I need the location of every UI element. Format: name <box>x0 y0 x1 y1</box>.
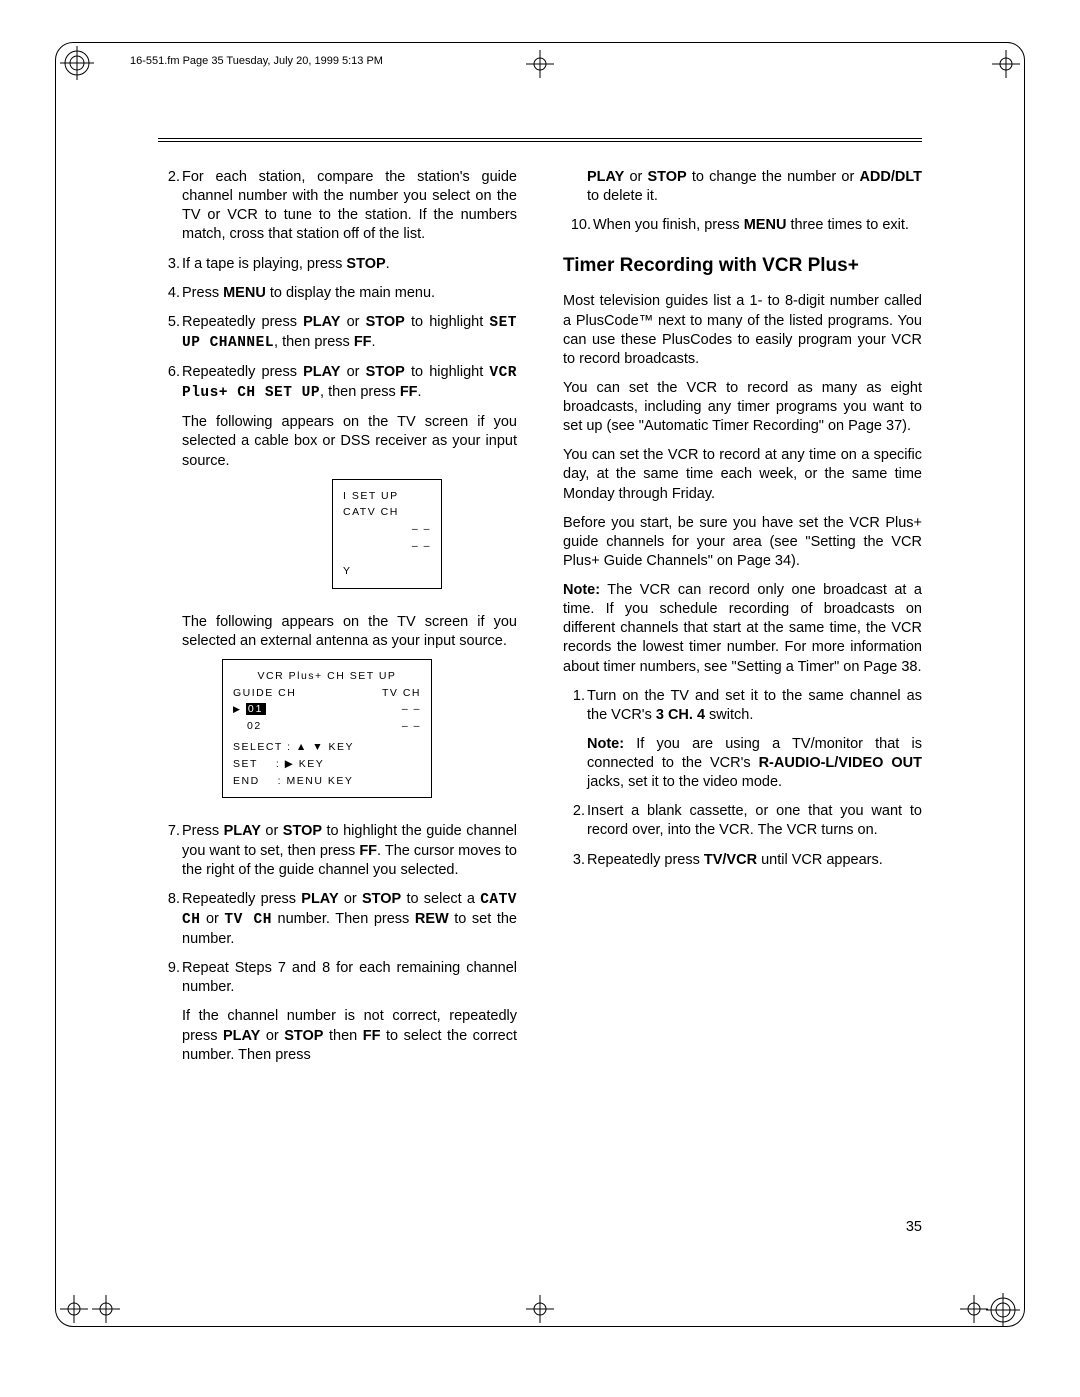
step-3: 3If a tape is playing, press STOP. <box>158 255 517 274</box>
r-step-3: 3Repeatedly press TV/VCR until VCR appea… <box>563 851 922 870</box>
step-6: 6Repeatedly press PLAY or STOP to highli… <box>158 363 517 812</box>
header-rule <box>158 138 922 142</box>
section-heading: Timer Recording with VCR Plus+ <box>563 253 922 278</box>
cursor-right-icon: ▶ <box>233 704 241 714</box>
step-8: 8Repeatedly press PLAY or STOP to select… <box>158 890 517 949</box>
step-9-para: If the channel number is not correct, re… <box>182 1007 517 1064</box>
steps-list-a: 2For each station, compare the station's… <box>158 168 517 812</box>
para-1: Most television guides list a 1- to 8-di… <box>563 292 922 369</box>
content-area: 2For each station, compare the station's… <box>158 168 922 1257</box>
right-steps: 1Turn on the TV and set it to the same c… <box>563 687 922 870</box>
right-column: PLAY or STOP to change the number or ADD… <box>563 168 922 1257</box>
page-root: 16-551.fm Page 35 Tuesday, July 20, 1999… <box>0 0 1080 1397</box>
r-step-1: 1Turn on the TV and set it to the same c… <box>563 687 922 793</box>
r-step-1-note: Note: If you are using a TV/monitor that… <box>587 735 922 792</box>
para-2: You can set the VCR to record as many as… <box>563 379 922 436</box>
step-6-para: The following appears on the TV screen i… <box>182 413 517 470</box>
osd-catv: I SET UP CATV CH – – – – Y <box>332 479 442 589</box>
step-5: 5Repeatedly press PLAY or STOP to highli… <box>158 313 517 353</box>
step-2: 2For each station, compare the station's… <box>158 168 517 245</box>
page-number: 35 <box>906 1219 922 1235</box>
page-header: 16-551.fm Page 35 Tuesday, July 20, 1999… <box>130 55 950 67</box>
step-7: 7Press PLAY or STOP to highlight the gui… <box>158 822 517 879</box>
step-4: 4Press MENU to display the main menu. <box>158 284 517 303</box>
step-10-list: 10When you finish, press MENU three time… <box>563 216 922 235</box>
para-4: Before you start, be sure you have set t… <box>563 514 922 571</box>
step-6-para2: The following appears on the TV screen i… <box>182 613 517 651</box>
step-10: 10When you finish, press MENU three time… <box>563 216 922 235</box>
steps-list-b: 7Press PLAY or STOP to highlight the gui… <box>158 822 517 1064</box>
note-para: Note: The VCR can record only one broadc… <box>563 581 922 677</box>
step-9: 9Repeat Steps 7 and 8 for each remaining… <box>158 959 517 1065</box>
left-column: 2For each station, compare the station's… <box>158 168 517 1257</box>
r-step-2: 2Insert a blank cassette, or one that yo… <box>563 802 922 840</box>
step-9-continued: PLAY or STOP to change the number or ADD… <box>563 168 922 206</box>
osd-tvch: VCR Plus+ CH SET UP GUIDE CHTV CH ▶ 01– … <box>222 659 432 799</box>
para-3: You can set the VCR to record at any tim… <box>563 446 922 503</box>
